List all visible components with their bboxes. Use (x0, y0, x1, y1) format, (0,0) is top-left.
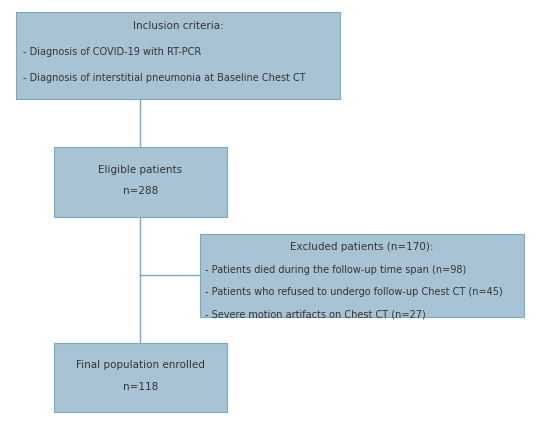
FancyBboxPatch shape (16, 13, 340, 100)
FancyBboxPatch shape (54, 343, 227, 412)
Text: - Patients who refused to undergo follow-up Chest CT (n=45): - Patients who refused to undergo follow… (205, 287, 503, 296)
Text: - Severe motion artifacts on Chest CT (n=27): - Severe motion artifacts on Chest CT (n… (205, 309, 426, 319)
Text: Eligible patients: Eligible patients (98, 164, 183, 174)
Text: n=118: n=118 (123, 381, 158, 391)
Text: Inclusion criteria:: Inclusion criteria: (133, 21, 224, 31)
FancyBboxPatch shape (200, 234, 524, 317)
Text: - Patients died during the follow-up time span (n=98): - Patients died during the follow-up tim… (205, 264, 467, 274)
Text: - Diagnosis of interstitial pneumonia at Baseline Chest CT: - Diagnosis of interstitial pneumonia at… (23, 73, 305, 83)
Text: - Diagnosis of COVID-19 with RT-PCR: - Diagnosis of COVID-19 with RT-PCR (23, 47, 201, 57)
Text: Final population enrolled: Final population enrolled (76, 360, 205, 369)
Text: Excluded patients (n=170):: Excluded patients (n=170): (290, 242, 434, 251)
FancyBboxPatch shape (54, 148, 227, 217)
Text: n=288: n=288 (123, 186, 158, 196)
